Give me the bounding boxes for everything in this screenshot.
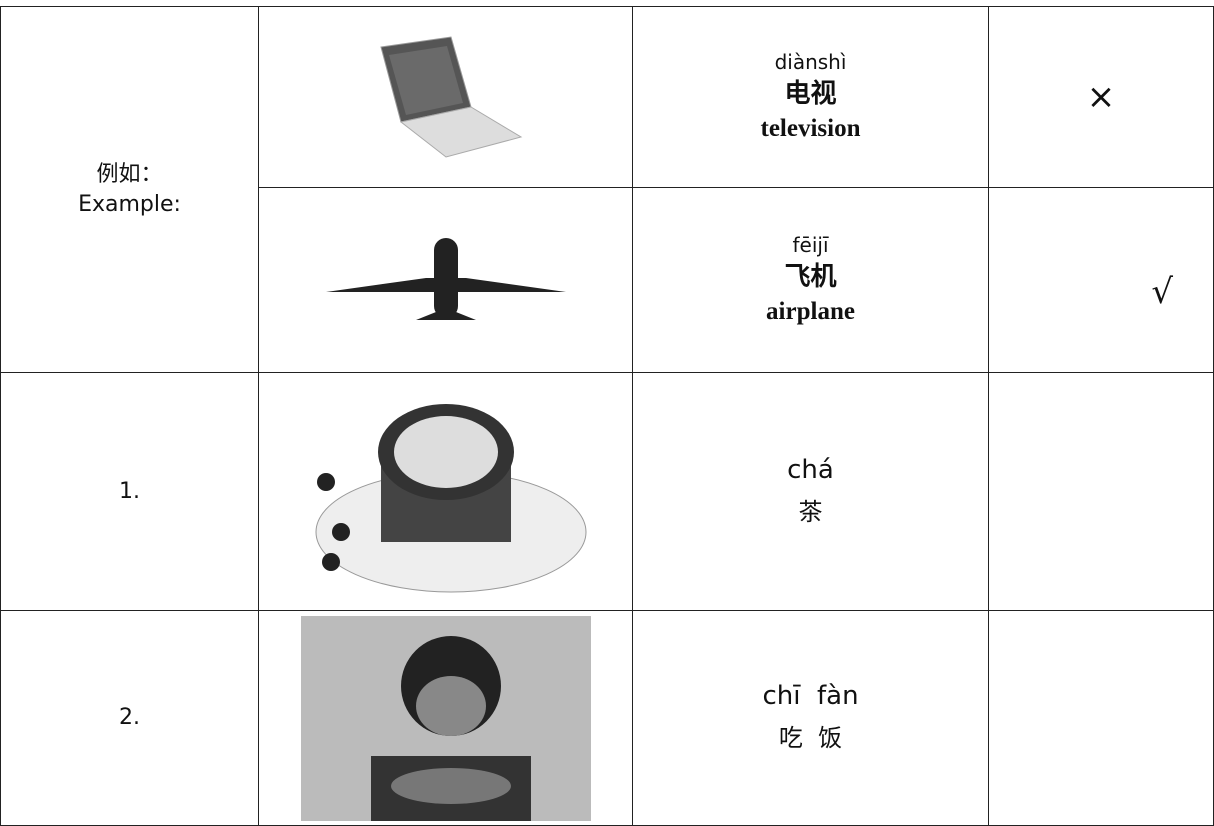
number-cell: 2.	[0, 610, 259, 826]
question-number: 2.	[119, 705, 140, 730]
answer-cell: ×	[988, 6, 1214, 188]
pinyin: chī fàn	[762, 681, 859, 711]
english: television	[760, 115, 861, 142]
girl-eating-image	[300, 615, 591, 821]
hanzi: 飞机	[784, 262, 837, 292]
word-cell: chá 茶	[632, 372, 989, 611]
hanzi: 吃 饭	[778, 724, 843, 752]
hanzi: 电视	[784, 79, 837, 109]
answer-cell: √	[988, 187, 1214, 373]
answer-cell[interactable]	[988, 372, 1214, 611]
example-label-en: Example:	[78, 191, 181, 217]
image-cell	[258, 610, 633, 826]
answer-mark: ×	[1086, 77, 1116, 117]
pinyin: fēijī	[792, 233, 829, 257]
image-cell	[258, 372, 633, 611]
english: airplane	[766, 298, 855, 325]
coffee-image	[315, 403, 586, 592]
pinyin: chá	[787, 454, 834, 485]
image-cell	[258, 6, 633, 188]
image-cell	[258, 187, 633, 373]
example-label-cn: 例如：	[96, 161, 163, 187]
hanzi: 茶	[798, 497, 823, 526]
laptop-image	[379, 36, 522, 158]
number-cell: 1.	[0, 372, 259, 611]
airplane-image	[325, 238, 566, 320]
word-cell: fēijī 飞机 airplane	[632, 187, 989, 373]
answer-mark: √	[1151, 272, 1173, 312]
question-number: 1.	[119, 478, 140, 504]
example-label-cell: 例如： Example:	[0, 6, 259, 373]
word-cell: chī fàn 吃 饭	[632, 610, 989, 826]
answer-cell[interactable]	[988, 610, 1214, 826]
word-cell: diànshì 电视 television	[632, 6, 989, 188]
pinyin: diànshì	[774, 50, 847, 74]
